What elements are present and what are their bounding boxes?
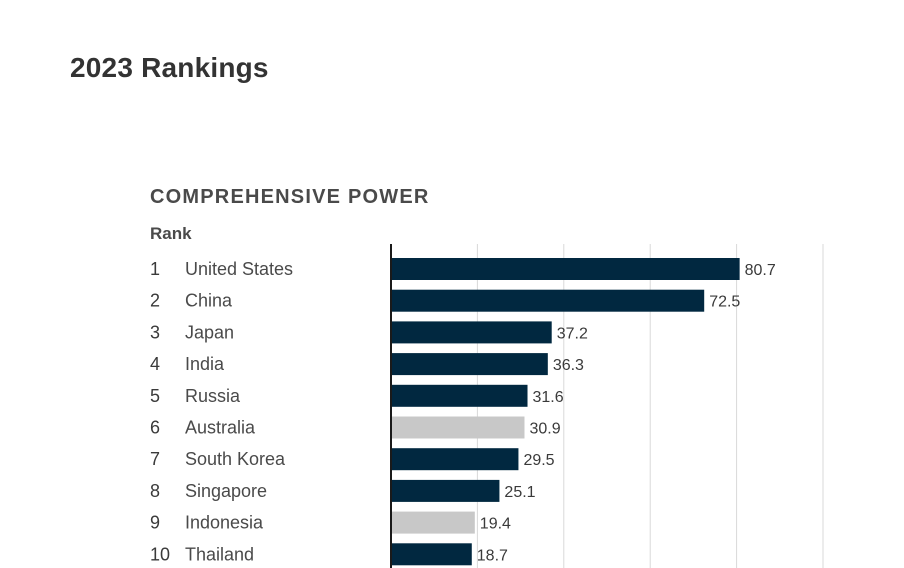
bar bbox=[391, 384, 528, 407]
page-title: 2023 Rankings bbox=[70, 52, 269, 83]
value-label: 37.2 bbox=[557, 325, 588, 342]
country-label: Thailand bbox=[185, 544, 254, 564]
country-label: Indonesia bbox=[185, 513, 264, 533]
value-label: 19.4 bbox=[480, 516, 511, 533]
rank-number: 6 bbox=[150, 418, 160, 438]
value-label: 29.5 bbox=[523, 452, 554, 469]
value-label: 72.5 bbox=[709, 294, 740, 311]
rank-number: 1 bbox=[150, 259, 160, 279]
bar bbox=[391, 479, 500, 502]
bar bbox=[391, 448, 519, 471]
row-labels: 1 United States 80.7 2 China 72.5 3 Japan 37.2 4 I… bbox=[150, 259, 776, 564]
bar bbox=[391, 543, 472, 566]
country-label: Russia bbox=[185, 386, 241, 406]
value-label: 18.7 bbox=[477, 547, 508, 564]
country-label: China bbox=[185, 291, 233, 311]
country-label: Japan bbox=[185, 322, 234, 342]
rank-number: 4 bbox=[150, 354, 160, 374]
rank-number: 7 bbox=[150, 449, 160, 469]
bar bbox=[391, 511, 475, 534]
country-label: Australia bbox=[185, 418, 256, 438]
rank-number: 2 bbox=[150, 291, 160, 311]
rank-number: 10 bbox=[150, 544, 170, 564]
bar bbox=[391, 321, 552, 344]
value-label: 80.7 bbox=[745, 262, 776, 279]
country-label: South Korea bbox=[185, 449, 286, 469]
value-label: 25.1 bbox=[504, 484, 535, 501]
value-label: 30.9 bbox=[529, 421, 560, 438]
chart-title: COMPREHENSIVE POWER bbox=[150, 186, 430, 208]
value-label: 31.6 bbox=[533, 389, 564, 406]
bar bbox=[391, 416, 525, 439]
rank-number: 3 bbox=[150, 322, 160, 342]
bar bbox=[391, 353, 548, 376]
country-label: India bbox=[185, 354, 225, 374]
rank-number: 5 bbox=[150, 386, 160, 406]
bars bbox=[391, 258, 740, 566]
rank-number: 9 bbox=[150, 513, 160, 533]
bar bbox=[391, 289, 705, 312]
rank-number: 8 bbox=[150, 481, 160, 501]
country-label: Singapore bbox=[185, 481, 267, 501]
country-label: United States bbox=[185, 259, 293, 279]
rank-column-header: Rank bbox=[150, 224, 192, 243]
value-label: 36.3 bbox=[553, 357, 584, 374]
bar bbox=[391, 258, 740, 280]
